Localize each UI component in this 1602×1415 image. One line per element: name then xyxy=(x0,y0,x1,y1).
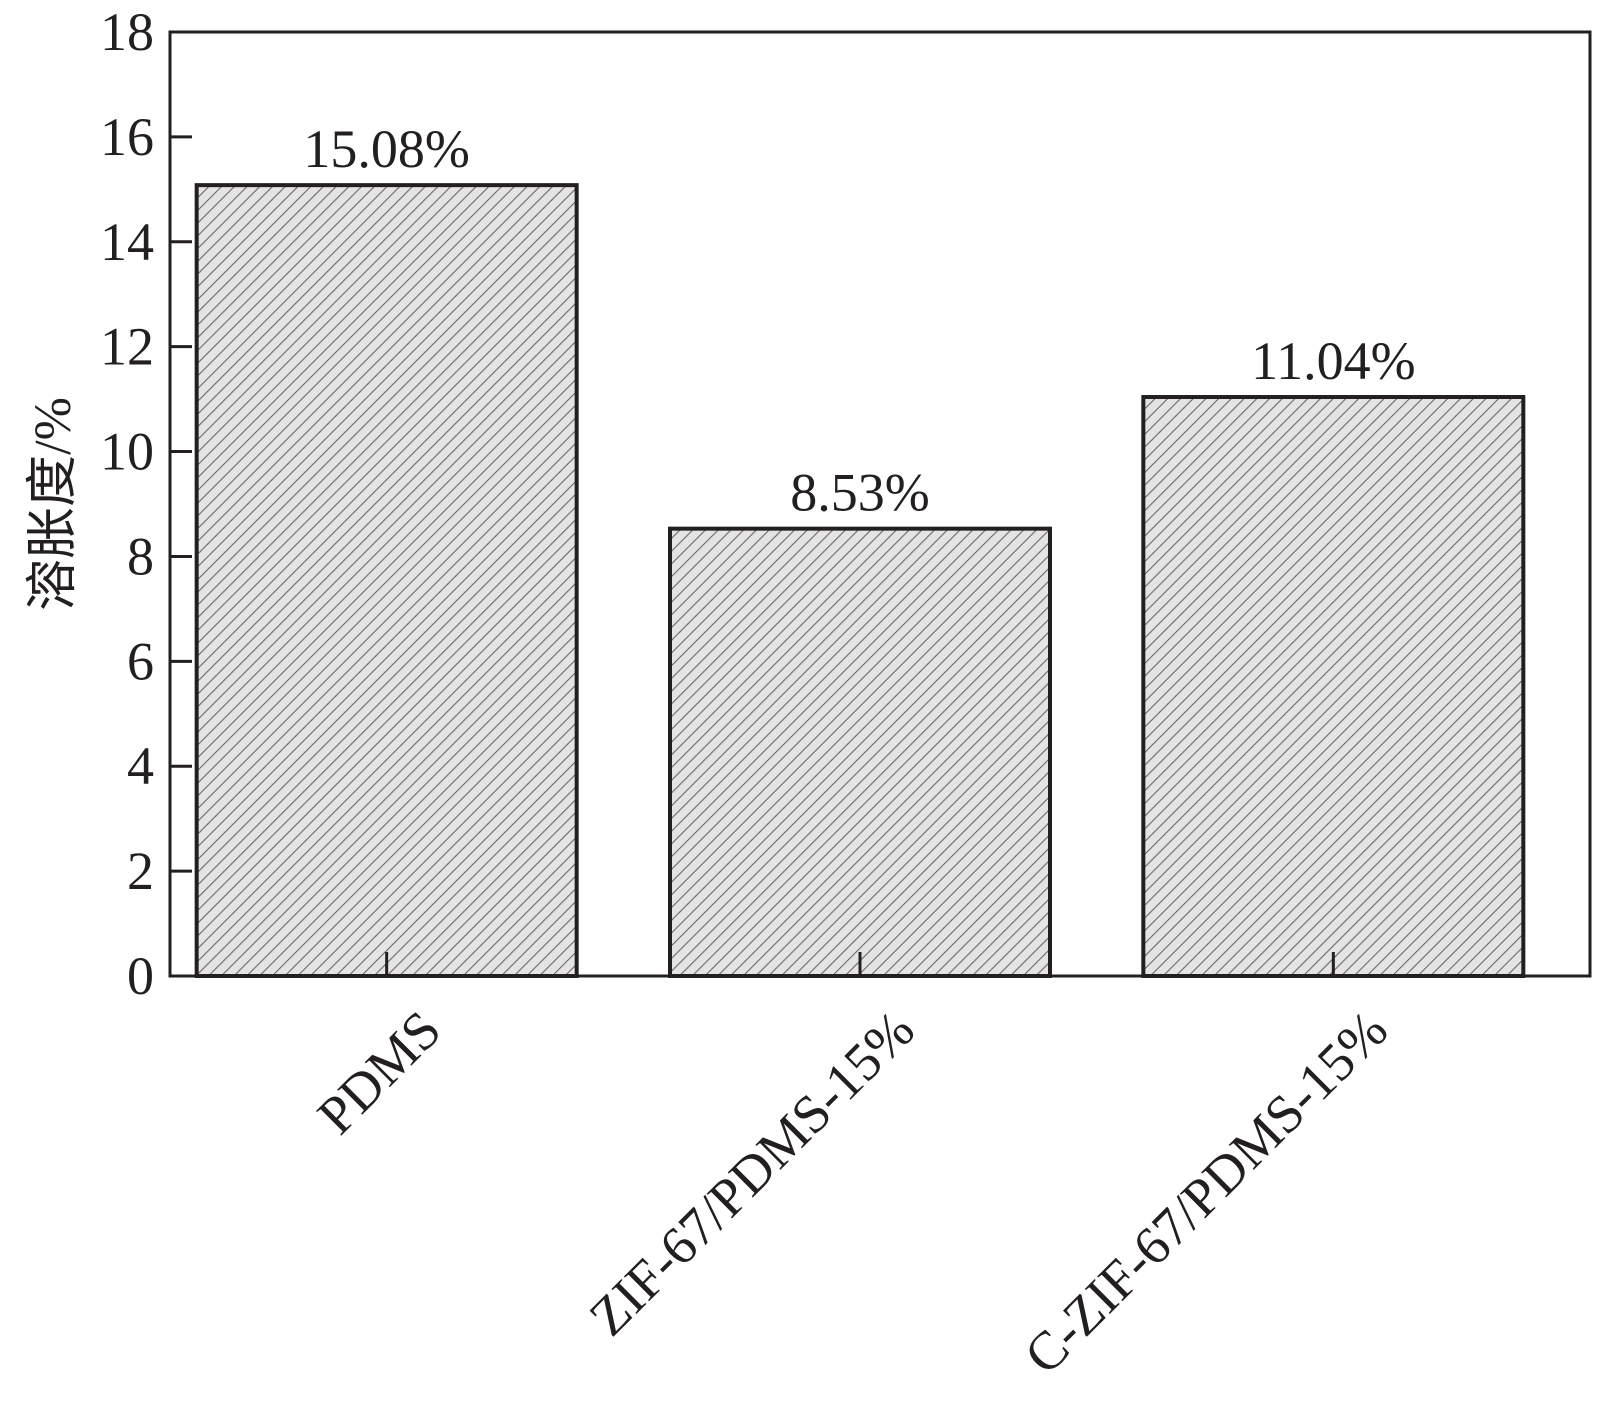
category-label-1: PDMS xyxy=(306,999,452,1145)
value-label-2: 8.53% xyxy=(790,463,929,523)
y-tick-label-8: 8 xyxy=(127,526,154,586)
bar-3 xyxy=(1141,395,1526,979)
y-tick-label-16: 16 xyxy=(100,107,154,167)
category-label-2: ZIF-67/PDMS-15% xyxy=(578,999,926,1347)
y-tick-label-18: 18 xyxy=(100,2,154,62)
y-tick-label-6: 6 xyxy=(127,631,154,691)
y-tick-label-0: 0 xyxy=(127,946,154,1006)
y-axis-title: 溶胀度/% xyxy=(25,397,82,611)
value-label-1: 15.08% xyxy=(303,119,469,179)
y-tick-label-14: 14 xyxy=(100,212,154,272)
y-tick-label-2: 2 xyxy=(127,841,154,901)
plot-area: 15.08% PDMS 8.53% ZIF-67/PDMS-15% 11.04% C-ZI… xyxy=(100,2,1592,1385)
category-label-3: C-ZIF-67/PDMS-15% xyxy=(1013,999,1399,1385)
bar-2 xyxy=(668,526,1052,978)
plot-frame xyxy=(168,30,1592,978)
value-label-3: 11.04% xyxy=(1251,331,1415,391)
y-tick-label-10: 10 xyxy=(100,422,154,482)
y-tick-label-4: 4 xyxy=(127,736,154,796)
bar-1 xyxy=(194,183,579,979)
y-tick-label-12: 12 xyxy=(100,317,154,377)
